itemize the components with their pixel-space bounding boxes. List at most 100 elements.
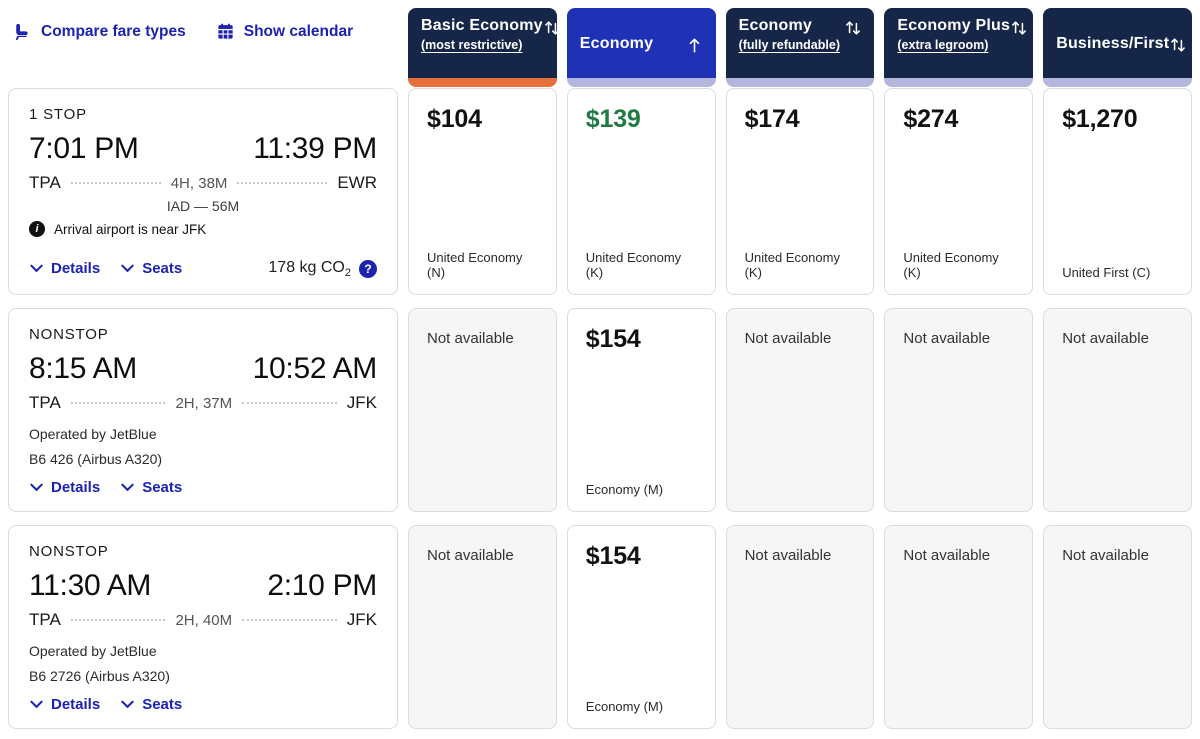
flight-duration: 4H, 38M: [170, 174, 228, 192]
fare-cell-unavailable: Not available: [725, 308, 875, 512]
not-available-label: Not available: [903, 547, 991, 564]
flight-card: 1 STOP 7:01 PM 11:39 PM TPA 4H, 38M EWR …: [8, 88, 398, 295]
fare-matrix-header: Compare fare types Show calendar Basic E…: [8, 8, 1192, 87]
fare-cell-unavailable: Not available: [408, 308, 557, 512]
co2-emissions: 178 kg CO2 ?: [268, 259, 377, 279]
sort-arrows-icon: [1012, 21, 1026, 35]
details-link[interactable]: Details: [29, 260, 100, 277]
flight-card: NONSTOP 11:30 AM 2:10 PM TPA 2H, 40M JFK…: [8, 525, 398, 729]
not-available-label: Not available: [427, 330, 514, 347]
destination-code: JFK: [346, 610, 377, 629]
column-header-economy-refundable[interactable]: Economy (fully refundable): [725, 8, 875, 87]
info-icon: i: [29, 221, 45, 237]
airport-notice: Arrival airport is near JFK: [54, 221, 207, 237]
results-toolbar: Compare fare types Show calendar: [8, 8, 398, 87]
fare-class: United Economy (K): [744, 250, 840, 280]
column-header-basic-economy[interactable]: Basic Economy (most restrictive): [408, 8, 557, 87]
fare-cell-economy-plus[interactable]: $274 United Economy (K): [884, 88, 1034, 295]
fare-cell-unavailable: Not available: [408, 525, 557, 729]
column-header-business-first[interactable]: Business/First: [1043, 8, 1192, 87]
compare-fare-types-button[interactable]: Compare fare types: [12, 22, 186, 42]
stops-label: 1 STOP: [29, 106, 87, 123]
fare-cell-unavailable: Not available: [884, 525, 1034, 729]
flight-number-aircraft: B6 2726 (Airbus A320): [29, 668, 170, 684]
fare-cell-unavailable: Not available: [725, 525, 875, 729]
departure-time: 11:30 AM: [29, 569, 152, 602]
column-accent-bar: [566, 78, 716, 87]
not-available-label: Not available: [427, 547, 514, 564]
column-title: Economy: [738, 17, 813, 34]
column-accent-bar: [1043, 78, 1192, 87]
column-subtitle: (extra legroom): [897, 38, 989, 52]
chevron-down-icon: [121, 483, 134, 491]
arrival-time: 10:52 AM: [252, 352, 378, 385]
seats-link[interactable]: Seats: [120, 260, 182, 277]
flight-card: NONSTOP 8:15 AM 10:52 AM TPA 2H, 37M JFK…: [8, 308, 398, 512]
layover-info: IAD — 56M: [166, 198, 240, 214]
compare-fare-types-label: Compare fare types: [41, 23, 186, 40]
chevron-down-icon: [30, 483, 43, 491]
fare-cell-economy[interactable]: $154 Economy (M): [566, 525, 716, 729]
sort-arrows-icon: [544, 21, 557, 35]
chevron-down-icon: [30, 700, 43, 708]
not-available-label: Not available: [744, 330, 832, 347]
not-available-label: Not available: [1062, 547, 1149, 564]
departure-time: 8:15 AM: [29, 352, 137, 385]
flight-row: NONSTOP 8:15 AM 10:52 AM TPA 2H, 37M JFK…: [8, 308, 1192, 512]
stops-label: NONSTOP: [29, 543, 109, 560]
fare-cell-unavailable: Not available: [1043, 525, 1192, 729]
fare-price: $1,270: [1062, 105, 1138, 133]
origin-code: TPA: [29, 173, 61, 192]
fare-price: $154: [585, 542, 641, 570]
route-line: [237, 182, 328, 184]
details-link[interactable]: Details: [29, 696, 100, 713]
not-available-label: Not available: [1062, 330, 1149, 347]
destination-code: EWR: [337, 173, 377, 192]
route-line: [242, 619, 337, 621]
fare-class: Economy (M): [585, 482, 664, 497]
column-subtitle: (fully refundable): [738, 38, 840, 52]
fare-cell-economy[interactable]: $154 Economy (M): [566, 308, 716, 512]
column-header-economy-plus[interactable]: Economy Plus (extra legroom): [884, 8, 1034, 87]
seats-link[interactable]: Seats: [120, 479, 182, 496]
operated-by: Operated by JetBlue: [29, 426, 157, 442]
details-link[interactable]: Details: [29, 479, 100, 496]
chevron-down-icon: [30, 265, 43, 273]
arrival-time: 2:10 PM: [267, 569, 377, 602]
origin-code: TPA: [29, 393, 61, 412]
show-calendar-button[interactable]: Show calendar: [216, 22, 353, 41]
route-line: [70, 182, 161, 184]
flight-row: NONSTOP 11:30 AM 2:10 PM TPA 2H, 40M JFK…: [8, 525, 1192, 729]
fare-cell-unavailable: Not available: [884, 308, 1034, 512]
flight-duration: 2H, 40M: [175, 611, 233, 629]
column-header-economy[interactable]: Economy: [566, 8, 716, 87]
column-accent-bar: [884, 78, 1034, 87]
column-title: Economy Plus: [897, 17, 1011, 34]
column-accent-bar: [408, 78, 557, 87]
fare-cell-economy[interactable]: $139 United Economy (K): [566, 88, 716, 295]
column-accent-bar: [725, 78, 875, 87]
column-subtitle: (most restrictive): [421, 38, 523, 52]
route-line: [70, 402, 166, 404]
fare-cell-business-first[interactable]: $1,270 United First (C): [1043, 88, 1192, 295]
fare-cell-economy-refundable[interactable]: $174 United Economy (K): [725, 88, 875, 295]
column-title: Business/First: [1056, 35, 1170, 52]
destination-code: JFK: [346, 393, 377, 412]
seat-icon: [15, 23, 28, 40]
flight-duration: 2H, 37M: [175, 394, 233, 412]
fare-price: $154: [585, 325, 641, 353]
operated-by: Operated by JetBlue: [29, 643, 157, 659]
sort-up-icon: [689, 38, 699, 52]
stops-label: NONSTOP: [29, 326, 109, 343]
flight-number-aircraft: B6 426 (Airbus A320): [29, 451, 163, 467]
fare-price: $139: [585, 105, 641, 133]
help-icon[interactable]: ?: [359, 259, 377, 278]
fare-cell-basic-economy[interactable]: $104 United Economy (N): [408, 88, 557, 295]
column-title: Economy: [579, 35, 654, 52]
show-calendar-label: Show calendar: [243, 22, 354, 40]
sort-arrows-icon: [1171, 38, 1186, 52]
chevron-down-icon: [121, 700, 134, 708]
seats-link[interactable]: Seats: [120, 696, 182, 713]
chevron-down-icon: [121, 265, 134, 273]
column-title: Basic Economy: [421, 17, 543, 34]
